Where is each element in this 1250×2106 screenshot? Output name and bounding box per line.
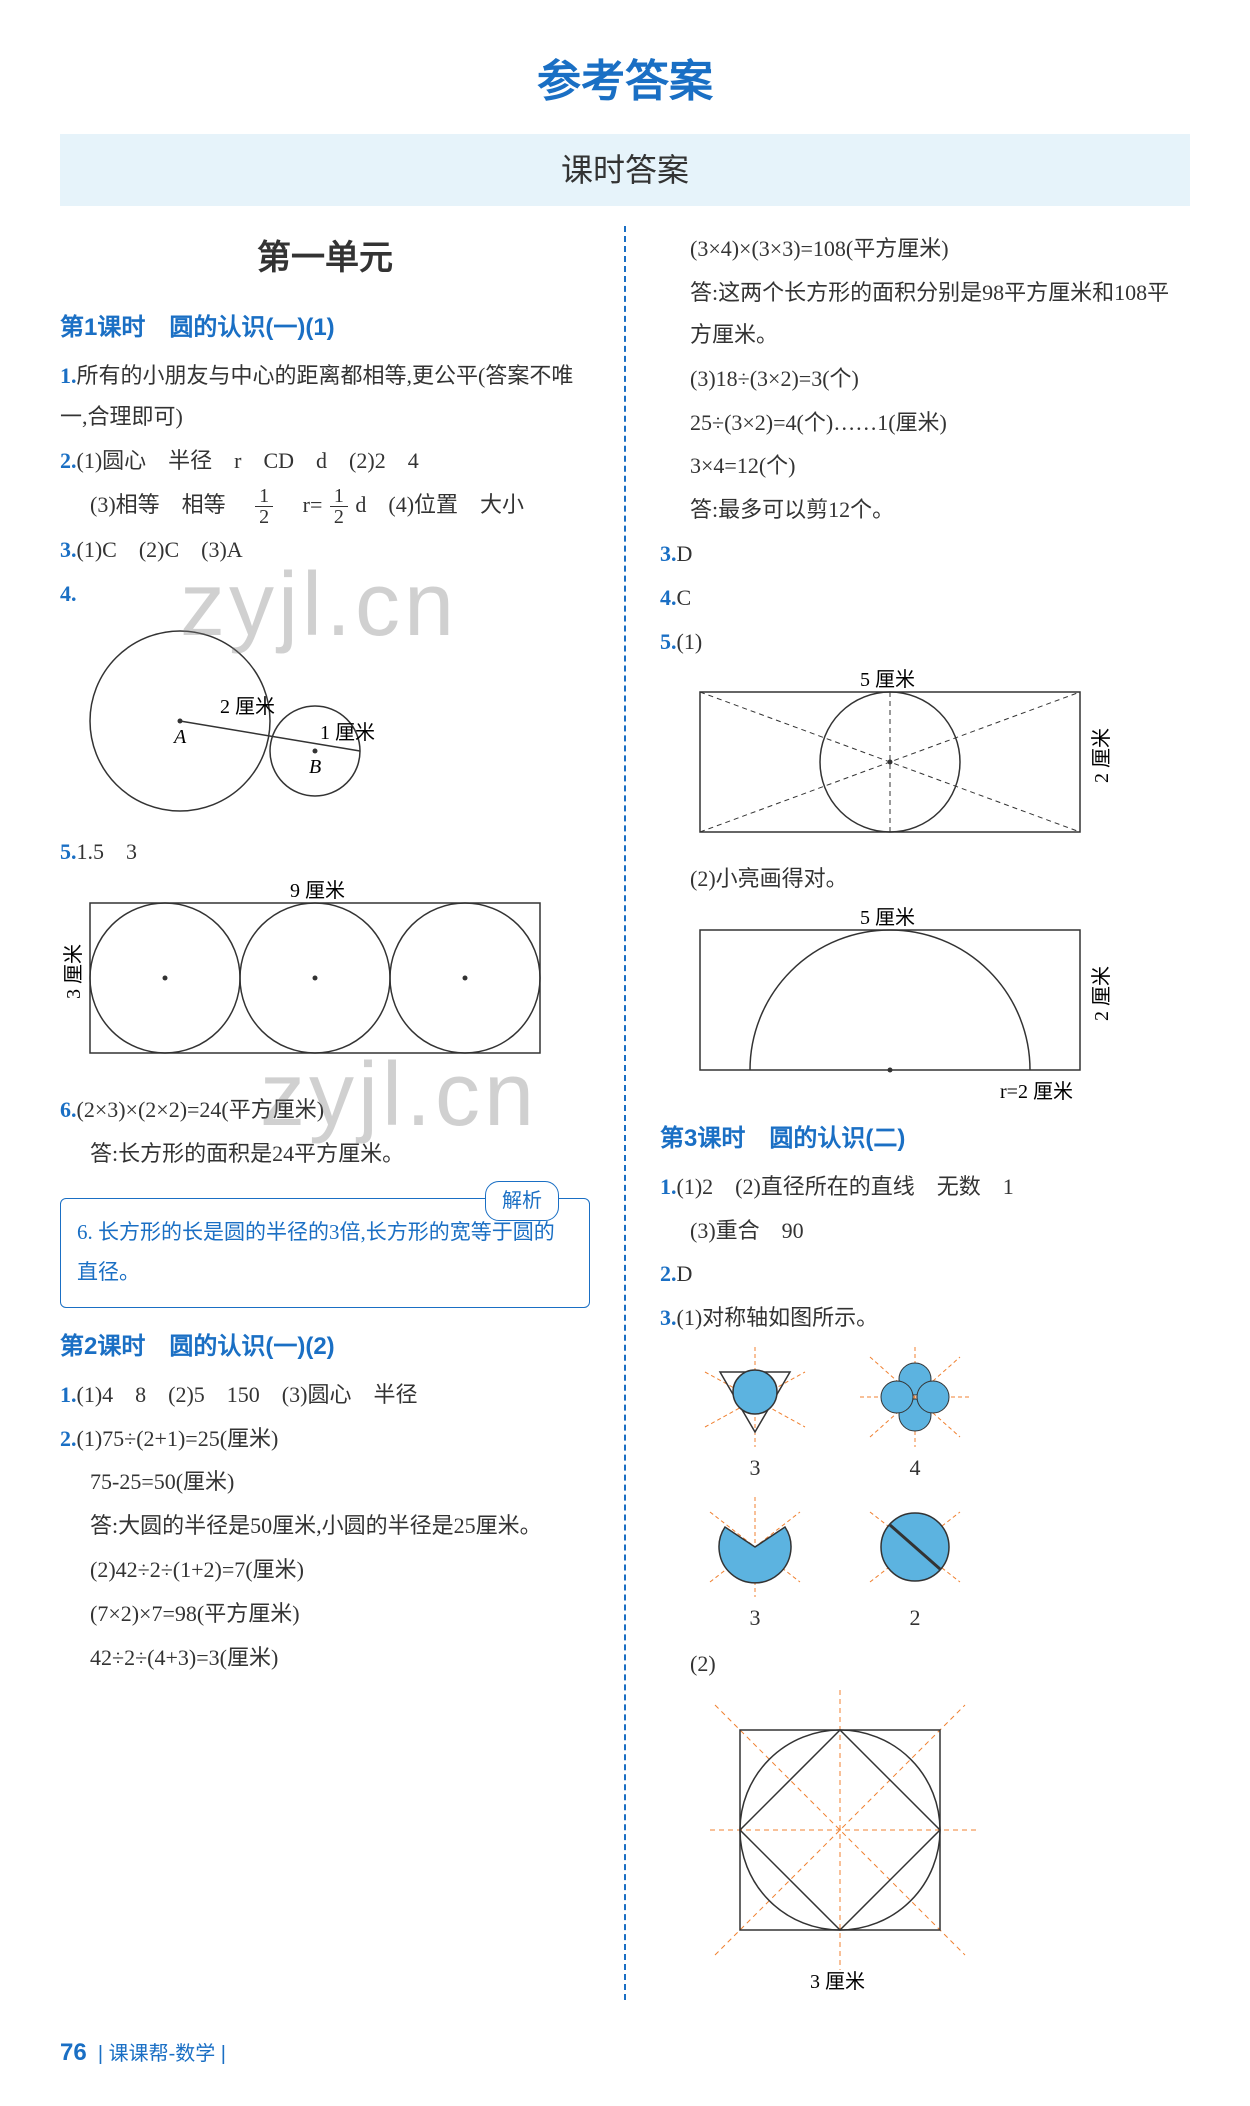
symmetry-icon-circle-line (860, 1497, 970, 1597)
svg-text:5 厘米: 5 厘米 (860, 906, 915, 929)
answer-line: 答:这两个长方形的面积分别是98平方厘米和108平方厘米。 (660, 272, 1190, 356)
answer-label: 4. (60, 573, 590, 615)
analysis-tag: 解析 (485, 1181, 559, 1221)
symmetry-row-1: 3 4 (700, 1347, 1190, 1489)
answer-line: 42÷2÷(4+3)=3(厘米) (60, 1637, 590, 1679)
answer-line: 答:大圆的半径是50厘米,小圆的半径是25厘米。 (60, 1505, 590, 1547)
diagram-two-circles: 2 厘米 1 厘米 A B (60, 621, 590, 821)
unit-title: 第一单元 (60, 226, 590, 291)
answer-line: (3)重合 90 (660, 1210, 1190, 1252)
svg-text:B: B (309, 756, 321, 778)
answer-line: (2)小亮画得对。 (660, 858, 1190, 900)
answer-line: 1.(1)4 8 (2)5 150 (3)圆心 半径 (60, 1374, 590, 1416)
svg-text:2 厘米: 2 厘米 (1090, 966, 1113, 1021)
analysis-box: 解析 6. 长方形的长是圆的半径的3倍,长方形的宽等于圆的直径。 (60, 1198, 590, 1308)
answer-line: 答:最多可以剪12个。 (660, 489, 1190, 531)
symmetry-icon-pacman (700, 1497, 810, 1597)
lesson-title: 第1课时 圆的认识(一)(1) (60, 305, 590, 351)
answer-line: 4.C (660, 577, 1190, 619)
page-footer: 76 | 课课帮-数学 | (60, 2030, 1190, 2076)
answer-line: (2)42÷2÷(1+2)=7(厘米) (60, 1549, 590, 1591)
main-title: 参考答案 (60, 40, 1190, 124)
answer-line: 6.(2×3)×(2×2)=24(平方厘米) (60, 1089, 590, 1131)
answer-line: 3.(1)对称轴如图所示。 (660, 1297, 1190, 1339)
symmetry-row-2: 3 2 (700, 1497, 1190, 1639)
left-column: 第一单元 第1课时 圆的认识(一)(1) 1.所有的小朋友与中心的距离都相等,更… (60, 226, 590, 2000)
svg-text:1 厘米: 1 厘米 (320, 721, 375, 744)
diagram-semicircle: 5 厘米 2 厘米 r=2 厘米 (660, 906, 1190, 1106)
answer-line: (3×4)×(3×3)=108(平方厘米) (660, 228, 1190, 270)
answer-line: 2.D (660, 1253, 1190, 1295)
svg-text:5 厘米: 5 厘米 (860, 668, 915, 691)
answer-line: 3×4=12(个) (660, 445, 1190, 487)
diagram-square-circle-symmetry: 3 厘米 (700, 1690, 1190, 1990)
lesson-title: 第3课时 圆的认识(二) (660, 1116, 1190, 1162)
answer-line: 5.1.5 3 (60, 831, 590, 873)
sub-title: 课时答案 (60, 134, 1190, 207)
answer-label: 5.(1) (660, 621, 1190, 663)
right-column: (3×4)×(3×3)=108(平方厘米) 答:这两个长方形的面积分别是98平方… (660, 226, 1190, 2000)
page-number: 76 (60, 2039, 87, 2066)
answer-line: (3)18÷(3×2)=3(个) (660, 358, 1190, 400)
answer-line: 3.(1)C (2)C (3)A (60, 529, 590, 571)
answer-line: 1.(1)2 (2)直径所在的直线 无数 1 (660, 1166, 1190, 1208)
answer-line: (2) (660, 1643, 1190, 1685)
answer-line: 3.D (660, 533, 1190, 575)
column-divider (624, 226, 626, 2000)
answer-line: 75-25=50(厘米) (60, 1461, 590, 1503)
svg-text:3 厘米: 3 厘米 (810, 1970, 865, 1990)
symmetry-icon-triangle-circle (700, 1347, 810, 1447)
lesson-title: 第2课时 圆的认识(一)(2) (60, 1324, 590, 1370)
svg-text:A: A (172, 726, 187, 748)
svg-text:2 厘米: 2 厘米 (220, 695, 275, 718)
svg-text:3 厘米: 3 厘米 (62, 944, 85, 999)
answer-line: 1.所有的小朋友与中心的距离都相等,更公平(答案不唯一,合理即可) (60, 355, 590, 439)
answer-line: 答:长方形的面积是24平方厘米。 (60, 1133, 590, 1175)
answer-line: (3)相等 相等 12 r= 12 d (4)位置 大小 (60, 484, 590, 527)
svg-text:r=2 厘米: r=2 厘米 (1000, 1080, 1073, 1103)
answer-line: (7×2)×7=98(平方厘米) (60, 1593, 590, 1635)
answer-line: 2.(1)75÷(2+1)=25(厘米) (60, 1418, 590, 1460)
diagram-three-circles-rect: 9 厘米 3 厘米 (60, 879, 590, 1079)
symmetry-icon-four-petals (860, 1347, 970, 1447)
svg-text:9 厘米: 9 厘米 (290, 879, 345, 902)
svg-text:2 厘米: 2 厘米 (1090, 728, 1113, 783)
answer-line: 2.(1)圆心 半径 r CD d (2)2 4 (60, 440, 590, 482)
answer-line: 25÷(3×2)=4(个)……1(厘米) (660, 402, 1190, 444)
diagram-rect-circle-diag: 5 厘米 2 厘米 (660, 668, 1190, 848)
